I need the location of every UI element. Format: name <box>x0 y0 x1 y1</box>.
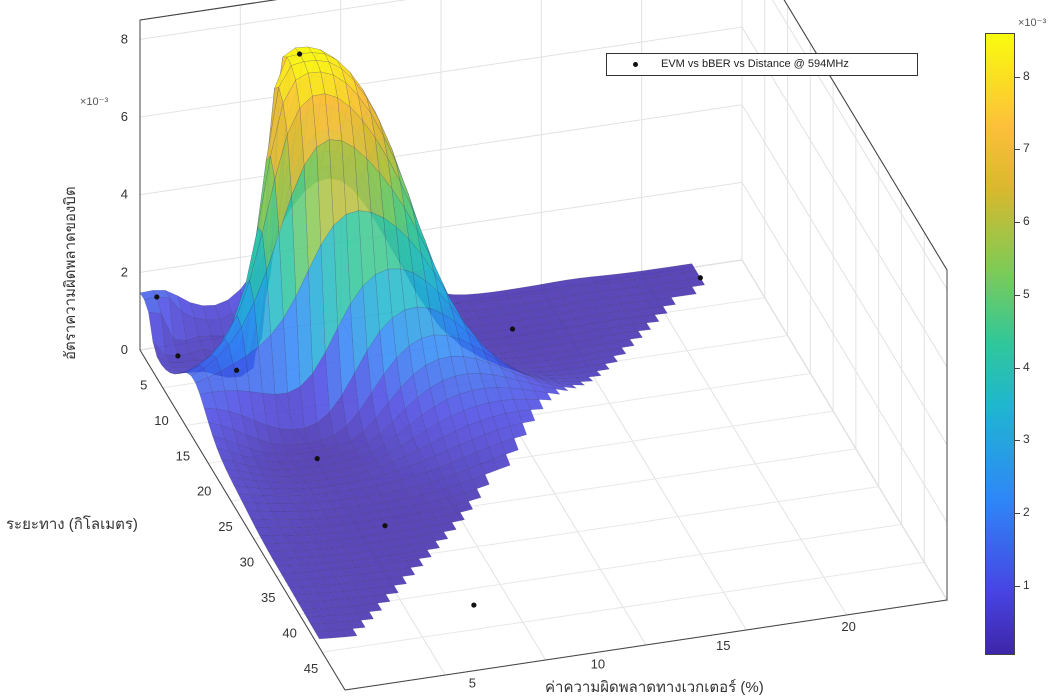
y-tick-label: 30 <box>240 555 254 570</box>
colorbar-tick-label: 4 <box>1023 359 1030 374</box>
y-tick-label: 15 <box>176 448 190 463</box>
z-tick-label: 4 <box>121 187 128 202</box>
y-tick-label: 35 <box>261 590 275 605</box>
x-tick-label: 10 <box>591 657 605 672</box>
colorbar-tick-mark <box>1015 585 1020 587</box>
legend-marker-icon <box>633 62 638 67</box>
data-point <box>471 602 477 608</box>
colorbar-ticks: 1 2 3 4 5 6 7 8 <box>1015 33 1055 655</box>
colorbar-tick-mark <box>1015 149 1020 151</box>
grid-line <box>641 274 848 616</box>
colorbar-tick-label: 6 <box>1023 214 1030 229</box>
grid-line <box>139 0 408 40</box>
y-tick-label: 25 <box>218 519 232 534</box>
grid-line <box>741 104 948 445</box>
grid-line <box>299 523 902 615</box>
y-axis-label: ระยะทาง (กิโลเมตร) <box>6 516 138 533</box>
x-tick-label: 20 <box>841 619 855 634</box>
data-point <box>382 523 388 529</box>
z-tick-label: 8 <box>121 31 128 46</box>
colorbar-exponent: ×10⁻³ <box>1018 17 1047 29</box>
data-point <box>314 456 320 462</box>
data-point <box>697 275 703 281</box>
x-axis-label: ค่าความผิดพลาดทางเวกเตอร์ (%) <box>545 679 764 696</box>
y-tick-label: 5 <box>140 377 147 392</box>
surface-patch <box>314 630 333 640</box>
legend[interactable]: EVM vs bBER vs Distance @ 594MHz <box>606 53 918 76</box>
colorbar <box>985 33 1015 655</box>
grid-line <box>139 181 743 273</box>
grid-line <box>322 561 925 653</box>
legend-label: EVM vs bBER vs Distance @ 594MHz <box>661 58 849 70</box>
x-tick-label: 5 <box>469 675 476 690</box>
colorbar-tick-label: 3 <box>1023 432 1030 447</box>
data-point <box>154 294 160 300</box>
grid-line <box>741 182 948 523</box>
colorbar-tick-mark <box>1015 513 1020 515</box>
colorbar-tick-label: 5 <box>1023 286 1030 301</box>
colorbar-tick-label: 2 <box>1023 505 1030 520</box>
plot-area: 0 5 10 15 20 5 10 15 20 25 30 35 40 45 0 2 4 6 8 <box>121 0 948 696</box>
colorbar-tick-label: 1 <box>1023 577 1030 592</box>
x-axis-line <box>344 599 948 691</box>
colorbar-tick-mark <box>1015 294 1020 296</box>
grid-line <box>741 259 948 601</box>
colorbar-tick-mark <box>1015 440 1020 442</box>
colorbar-tick-label: 8 <box>1023 68 1030 83</box>
grid-line <box>139 26 743 118</box>
y-tick-label: 40 <box>282 625 296 640</box>
box-edge <box>139 0 278 21</box>
z-tick-label: 6 <box>121 109 128 124</box>
y-tick-label: 10 <box>154 413 168 428</box>
y-tick-label: 20 <box>197 484 211 499</box>
colorbar-tick-mark <box>1015 76 1020 78</box>
y-tick-label: 45 <box>304 661 318 676</box>
data-point <box>296 51 303 57</box>
grid-line <box>771 0 948 290</box>
grid-line <box>139 104 743 196</box>
z-tick-label: 2 <box>121 264 128 279</box>
z-axis-label: อัตราความผิดพลาดของบิต <box>62 186 79 360</box>
x-tick-label: 15 <box>716 638 730 653</box>
data-point <box>509 326 516 332</box>
box-edge <box>783 0 948 271</box>
colorbar-tick-label: 7 <box>1023 141 1030 156</box>
z-tick-label: 0 <box>121 342 128 357</box>
grid-line <box>741 26 948 368</box>
z-exponent: ×10⁻³ <box>80 96 109 108</box>
colorbar-tick-mark <box>1015 222 1020 224</box>
data-point <box>234 367 240 373</box>
data-point <box>175 353 181 359</box>
x-tick-label: 0 <box>343 694 350 696</box>
colorbar-tick-mark <box>1015 367 1020 369</box>
y-axis-line <box>139 349 346 691</box>
